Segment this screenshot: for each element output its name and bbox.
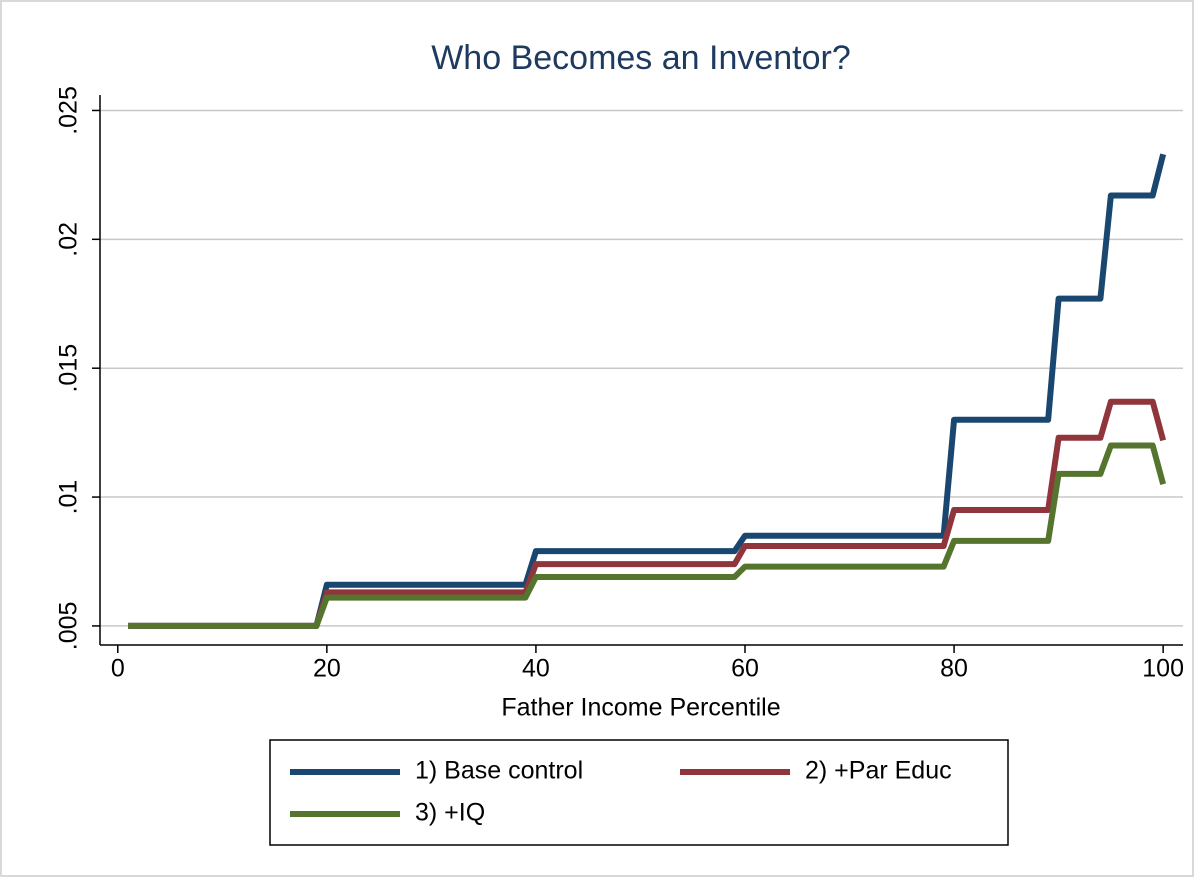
y-tick-label: .005 — [55, 602, 83, 651]
y-tick-label: .015 — [55, 344, 83, 393]
x-tick-label: 40 — [522, 655, 550, 683]
x-tick-label: 80 — [940, 655, 968, 683]
series-line — [128, 398, 1167, 629]
chart-title: Who Becomes an Inventor? — [431, 39, 851, 77]
series-line — [128, 442, 1167, 629]
y-tick-label: .025 — [55, 86, 83, 135]
y-tick-label: .02 — [55, 222, 83, 257]
x-tick-label: 60 — [731, 655, 759, 683]
x-tick-label: 0 — [111, 655, 125, 683]
legend-box — [269, 739, 1009, 846]
y-tick-label: .01 — [55, 480, 83, 515]
x-axis-label: Father Income Percentile — [501, 694, 780, 722]
legend-label: 2) +Par Educ — [805, 757, 952, 785]
legend-label: 1) Base control — [415, 757, 583, 785]
x-tick-label: 100 — [1142, 655, 1184, 683]
legend-label: 3) +IQ — [415, 799, 485, 827]
x-tick-label: 20 — [313, 655, 341, 683]
